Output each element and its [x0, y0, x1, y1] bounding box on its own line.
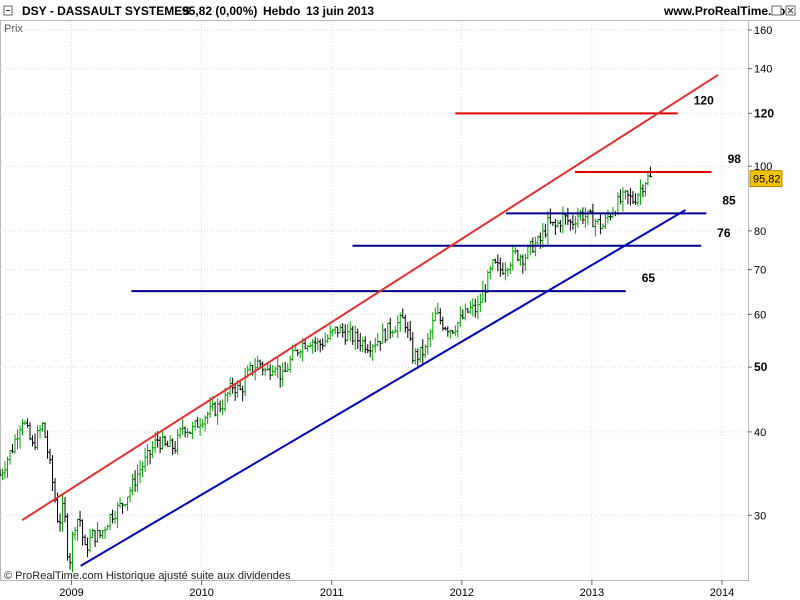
level-label-85: 85 [722, 193, 736, 207]
x-tick-label: 2014 [710, 587, 734, 599]
x-tick-label: 2010 [189, 587, 213, 599]
x-tick-label: 2013 [580, 587, 604, 599]
level-label-98: 98 [728, 152, 742, 166]
level-label-120: 120 [694, 93, 714, 107]
site-label: www.ProRealTime.com [663, 4, 796, 18]
level-label-65: 65 [642, 271, 656, 285]
last-price-badge [749, 170, 783, 188]
period-label: Hebdo [263, 4, 300, 18]
upper-channel-line [21, 74, 719, 522]
y-tick-label: 120 [754, 106, 774, 120]
ticker-label: DSY - DASSAULT SYSTEMES [22, 4, 190, 18]
y-tick-label: 60 [754, 309, 766, 321]
chart-header: DSY - DASSAULT SYSTEMES 95,82 (0,00%) He… [3, 4, 796, 18]
y-tick-label: 50 [754, 360, 768, 374]
drawn-lines: 120 98 85 76 65 [21, 74, 742, 567]
level-label-76: 76 [717, 226, 731, 240]
panel-label: Prix [4, 23, 23, 35]
last-price-label: 95,82 [753, 174, 781, 186]
y-tick-label: 80 [754, 226, 766, 238]
close-icon-stroke-b [787, 7, 794, 14]
window-controls [771, 5, 796, 16]
price-bars [0, 166, 652, 573]
y-tick-label: 40 [754, 427, 766, 439]
maximize-icon[interactable] [771, 5, 782, 16]
footer-note: © ProRealTime.com Historique ajusté suit… [4, 570, 291, 582]
y-tick-label: 140 [754, 64, 772, 76]
y-tick-label: 160 [754, 25, 772, 37]
x-tick-label: 2009 [59, 587, 83, 599]
y-tick-label: 30 [754, 510, 766, 522]
x-tick-label: 2012 [450, 587, 474, 599]
x-axis: 2009 2010 2011 2012 2013 2014 [59, 580, 734, 599]
x-tick-label: 2011 [320, 587, 344, 599]
plot-frame [0, 20, 749, 581]
y-tick-label: 70 [754, 265, 766, 277]
date-label: 13 juin 2013 [306, 4, 374, 18]
lower-channel-line [80, 209, 687, 567]
quote-label: 95,82 (0,00%) [182, 4, 257, 18]
